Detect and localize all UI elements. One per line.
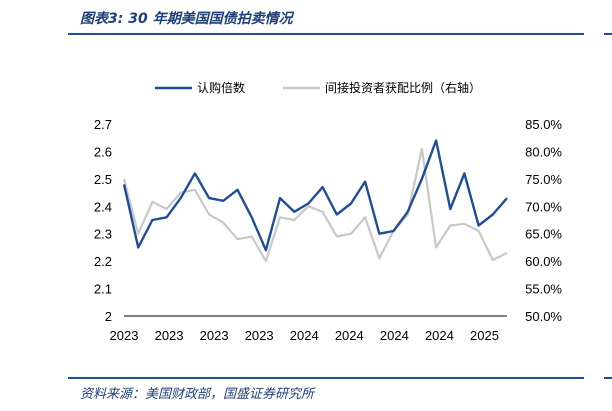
y-right-tick-label: 85.0% — [525, 117, 562, 132]
legend-label-subscription-ratio: 认购倍数 — [197, 80, 245, 95]
x-tick-label: 2023 — [200, 328, 229, 343]
bottom-divider-tail — [604, 377, 612, 379]
y-right-tick-label: 65.0% — [525, 227, 562, 242]
y-left-tick-label: 2.5 — [94, 172, 112, 187]
y-left-tick-label: 2.6 — [94, 144, 112, 159]
bottom-divider — [68, 377, 584, 379]
y-left-tick-label: 2 — [105, 309, 112, 324]
chart-legend: 认购倍数 间接投资者获配比例（右轴） — [155, 80, 481, 95]
source-note: 资料来源：美国财政部，国盛证券研究所 — [80, 387, 315, 402]
y-right-tick-label: 60.0% — [525, 254, 562, 269]
figure-title: 图表3: 30 年期美国国债拍卖情况 — [80, 11, 293, 27]
y-left-tick-label: 2.4 — [94, 199, 112, 214]
top-divider-tail — [604, 33, 612, 35]
x-axis: 2023 2023 2023 2023 2024 2024 2024 2024 2025 — [110, 328, 499, 343]
top-divider — [68, 33, 584, 35]
y-left-tick-label: 2.1 — [94, 282, 112, 297]
y-right-tick-label: 50.0% — [525, 309, 562, 324]
y-right-tick-label: 80.0% — [525, 144, 562, 159]
x-tick-label: 2025 — [470, 328, 499, 343]
x-tick-label: 2023 — [245, 328, 274, 343]
x-tick-label: 2024 — [290, 328, 319, 343]
y-left-tick-label: 2.7 — [94, 117, 112, 132]
y-left-tick-label: 2.3 — [94, 227, 112, 242]
y-axis-right: 50.0% 55.0% 60.0% 65.0% 70.0% 75.0% 80.0% 85.0% — [525, 117, 562, 324]
y-right-tick-label: 55.0% — [525, 282, 562, 297]
x-tick-label: 2024 — [425, 328, 454, 343]
x-tick-label: 2023 — [155, 328, 184, 343]
y-axis-left: 2 2.1 2.2 2.3 2.4 2.5 2.6 2.7 — [94, 117, 112, 324]
x-tick-label: 2023 — [110, 328, 139, 343]
x-tick-label: 2024 — [380, 328, 409, 343]
series-layer — [122, 139, 508, 263]
legend-label-indirect-bidders: 间接投资者获配比例（右轴） — [325, 80, 481, 95]
y-right-tick-label: 75.0% — [525, 172, 562, 187]
series-line-indirect-bidders — [122, 147, 508, 263]
y-right-tick-label: 70.0% — [525, 199, 562, 214]
x-tick-label: 2024 — [335, 328, 364, 343]
series-line-subscription-ratio — [122, 139, 508, 252]
y-left-tick-label: 2.2 — [94, 254, 112, 269]
